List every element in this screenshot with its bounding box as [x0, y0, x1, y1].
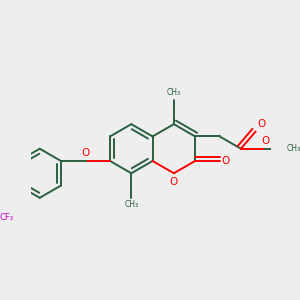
Text: CH₃: CH₃	[167, 88, 181, 97]
Text: O: O	[222, 156, 230, 166]
Text: O: O	[261, 136, 270, 146]
Text: O: O	[81, 148, 90, 158]
Text: CF₃: CF₃	[0, 213, 13, 222]
Text: O: O	[170, 177, 178, 187]
Text: CH₃: CH₃	[286, 144, 300, 153]
Text: O: O	[257, 119, 265, 129]
Text: CH₃: CH₃	[124, 200, 138, 209]
